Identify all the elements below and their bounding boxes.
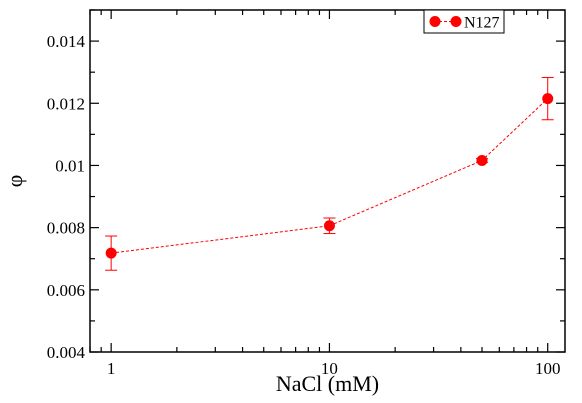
x-tick-label: 10 xyxy=(321,359,338,378)
series-layer xyxy=(105,76,554,271)
y-tick-label: 0.008 xyxy=(47,219,85,238)
axes: 0.004 0.006 0.008 0.01 0.012 0.014 1 10 100 NaCl … xyxy=(2,9,566,396)
y-tick-label: 0.004 xyxy=(47,343,86,362)
y-tick-label: 0.014 xyxy=(47,32,86,51)
plot-frame xyxy=(89,9,566,353)
y-tick-label: 0.012 xyxy=(47,94,85,113)
data-point xyxy=(542,93,554,105)
data-point xyxy=(105,247,117,259)
y-axis-title: φ xyxy=(2,175,27,188)
legend-box xyxy=(423,9,505,34)
y-tick-label: 0.01 xyxy=(55,156,85,175)
x-axis-title: NaCl (mM) xyxy=(276,371,379,396)
legend-marker xyxy=(429,16,441,27)
x-tick-label: 1 xyxy=(107,359,116,378)
x-tick-label: 100 xyxy=(535,359,561,378)
legend-label: N127 xyxy=(464,15,500,32)
data-point xyxy=(323,220,335,232)
data-point xyxy=(476,154,488,166)
y-tick-label: 0.006 xyxy=(47,281,85,300)
series-line xyxy=(111,98,549,254)
legend: N127 xyxy=(423,9,505,34)
legend-marker xyxy=(450,16,462,27)
